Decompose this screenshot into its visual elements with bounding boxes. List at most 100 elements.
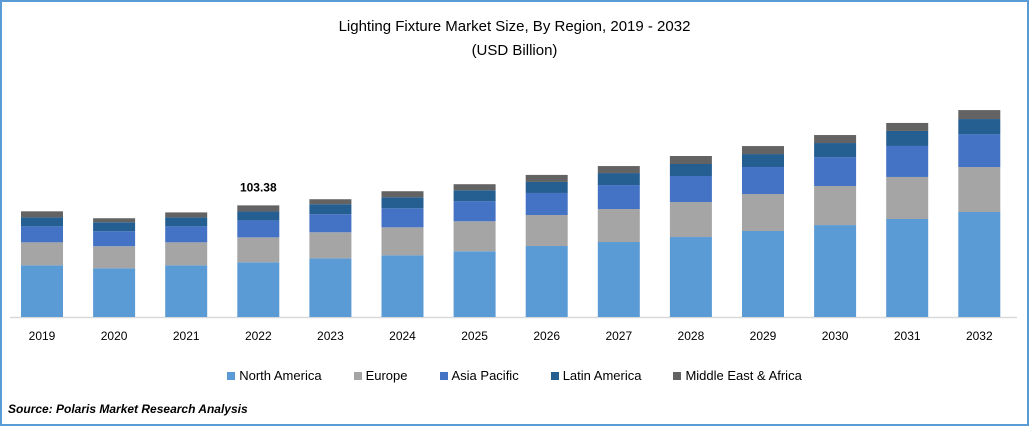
- x-tick-label: 2027: [605, 329, 632, 343]
- bar-segment-europe-2021: [165, 242, 208, 266]
- bar-segment-latin-america-2026: [525, 181, 568, 193]
- legend-swatch: [550, 371, 559, 380]
- bar-segment-north-america-2022: [237, 262, 280, 317]
- bar-segment-asia-pacific-2031: [886, 145, 929, 177]
- bar-segment-north-america-2023: [309, 258, 352, 317]
- bar-segment-middle-east-africa-2021: [165, 212, 208, 218]
- bar-segment-middle-east-africa-2025: [453, 184, 496, 191]
- bar-segment-asia-pacific-2022: [237, 220, 280, 238]
- bar-segment-middle-east-africa-2031: [886, 122, 929, 131]
- x-tick-label: 2024: [389, 329, 416, 343]
- x-tick-label: 2030: [822, 329, 849, 343]
- x-tick-label: 2028: [678, 329, 705, 343]
- chart-subtitle: (USD Billion): [471, 42, 558, 59]
- bar-segment-middle-east-africa-2022: [237, 205, 280, 212]
- bar-segment-europe-2019: [21, 242, 63, 266]
- bar-segment-middle-east-africa-2029: [742, 146, 784, 155]
- legend-item: Middle East & Africa: [673, 368, 802, 383]
- bar-segment-middle-east-africa-2019: [21, 211, 63, 218]
- x-tick-label: 2021: [173, 329, 200, 343]
- bar-segment-latin-america-2019: [21, 217, 63, 227]
- bar-segment-europe-2028: [669, 202, 712, 238]
- bar-segment-asia-pacific-2021: [165, 226, 208, 243]
- bar-segment-middle-east-africa-2023: [309, 199, 352, 205]
- legend-label: Middle East & Africa: [685, 368, 802, 383]
- bar-segment-latin-america-2032: [958, 119, 1001, 135]
- bar-segment-asia-pacific-2026: [525, 192, 568, 216]
- bar-segment-latin-america-2022: [237, 211, 280, 221]
- legend-swatch: [673, 371, 682, 380]
- bar-segment-latin-america-2028: [669, 164, 712, 176]
- legend-item: North America: [227, 368, 322, 383]
- legend-label: Europe: [365, 368, 408, 383]
- x-tick-label: 2020: [101, 329, 128, 343]
- bar-segment-asia-pacific-2024: [381, 208, 424, 228]
- bar-segment-europe-2023: [309, 232, 352, 259]
- bar-segment-latin-america-2027: [597, 173, 640, 186]
- bar-segment-asia-pacific-2028: [669, 175, 712, 203]
- bar-segment-north-america-2027: [597, 242, 640, 317]
- bar-segment-north-america-2031: [886, 218, 929, 317]
- x-tick-label: 2026: [533, 329, 560, 343]
- bar-segment-latin-america-2021: [165, 217, 208, 227]
- bar-segment-europe-2029: [742, 194, 784, 231]
- bar-segment-north-america-2028: [669, 237, 712, 317]
- bar-segment-latin-america-2024: [381, 197, 424, 209]
- bar-segment-middle-east-africa-2027: [597, 166, 640, 174]
- bar-segment-europe-2022: [237, 237, 280, 263]
- x-tick-label: 2023: [317, 329, 344, 343]
- bar-segment-north-america-2029: [742, 230, 784, 317]
- legend-label: Latin America: [562, 368, 642, 383]
- legend-item: Latin America: [550, 368, 642, 383]
- legend-swatch: [353, 371, 362, 380]
- x-tick-label: 2031: [894, 329, 921, 343]
- legend: North America Europe Asia Pacific Latin Ame…: [0, 368, 1029, 383]
- legend-label: North America: [239, 368, 322, 383]
- bar-segment-asia-pacific-2025: [453, 201, 496, 222]
- legend-swatch: [227, 371, 236, 380]
- bar-segment-north-america-2019: [21, 265, 63, 317]
- bar-segment-asia-pacific-2032: [958, 134, 1001, 168]
- legend-item: Europe: [353, 368, 408, 383]
- bar-segment-latin-america-2031: [886, 130, 929, 146]
- bar-segment-asia-pacific-2020: [93, 231, 136, 247]
- source-note: Source: Polaris Market Research Analysis: [8, 402, 248, 416]
- bar-segment-middle-east-africa-2032: [958, 110, 1001, 120]
- bar-segment-north-america-2032: [958, 211, 1001, 317]
- x-tick-label: 2029: [750, 329, 777, 343]
- bar-segment-north-america-2024: [381, 255, 424, 317]
- bar-segment-north-america-2025: [453, 251, 496, 317]
- bar-segment-europe-2027: [597, 209, 640, 243]
- bar-segment-latin-america-2023: [309, 204, 352, 215]
- bar-segment-europe-2024: [381, 227, 424, 256]
- x-tick-label: 2022: [245, 329, 272, 343]
- x-tick-label: 2025: [461, 329, 488, 343]
- bar-segment-middle-east-africa-2026: [525, 174, 568, 182]
- bar-segment-asia-pacific-2019: [21, 226, 63, 243]
- bar-segment-europe-2026: [525, 215, 568, 247]
- chart-title: Lighting Fixture Market Size, By Region,…: [338, 18, 691, 35]
- legend-swatch: [439, 371, 448, 380]
- legend-item: Asia Pacific: [439, 368, 519, 383]
- bar-segment-north-america-2020: [93, 268, 136, 317]
- bar-segment-asia-pacific-2029: [742, 167, 784, 195]
- bar-segment-north-america-2026: [525, 246, 568, 317]
- bar-segment-asia-pacific-2027: [597, 185, 640, 210]
- bar-segment-asia-pacific-2030: [814, 157, 857, 187]
- bar-segment-europe-2032: [958, 167, 1001, 212]
- x-tick-label: 2032: [966, 329, 993, 343]
- bar-segment-europe-2025: [453, 221, 496, 252]
- bar-segment-latin-america-2025: [453, 190, 496, 202]
- bar-segment-latin-america-2030: [814, 143, 857, 158]
- bar-segment-middle-east-africa-2020: [93, 218, 136, 223]
- x-tick-label: 2019: [29, 329, 56, 343]
- legend-label: Asia Pacific: [451, 368, 519, 383]
- bar-segment-latin-america-2020: [93, 222, 136, 232]
- bar-segment-north-america-2030: [814, 225, 857, 317]
- bar-segment-asia-pacific-2023: [309, 214, 352, 233]
- bar-segment-middle-east-africa-2030: [814, 135, 857, 144]
- bar-segment-europe-2020: [93, 246, 136, 269]
- bar-segment-middle-east-africa-2024: [381, 191, 424, 198]
- bar-segment-europe-2030: [814, 186, 857, 226]
